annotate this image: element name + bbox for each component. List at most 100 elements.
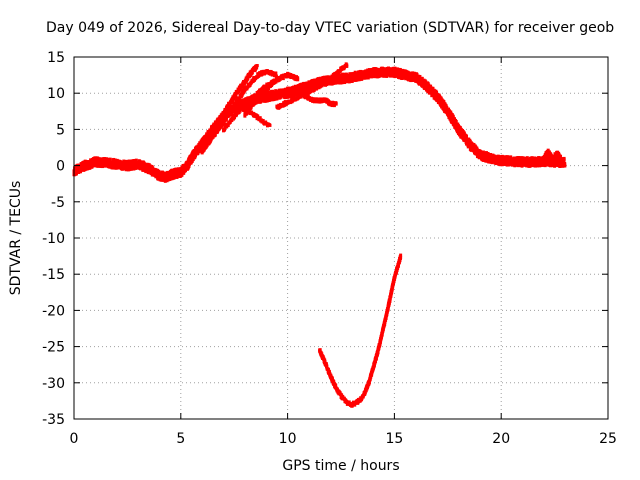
data-point bbox=[166, 178, 170, 182]
data-point bbox=[340, 81, 344, 85]
data-point bbox=[123, 161, 127, 165]
data-point bbox=[331, 81, 335, 85]
data-point bbox=[172, 176, 176, 180]
grid-lines bbox=[74, 57, 608, 419]
data-point bbox=[202, 140, 206, 144]
data-point bbox=[209, 130, 213, 134]
data-point bbox=[456, 122, 460, 126]
data-point bbox=[83, 164, 87, 168]
data-point bbox=[127, 159, 131, 163]
data-point bbox=[174, 171, 178, 175]
data-point bbox=[545, 155, 549, 159]
data-point bbox=[480, 153, 484, 157]
data-point bbox=[563, 161, 567, 165]
data-point bbox=[168, 178, 172, 182]
data-point bbox=[559, 157, 563, 161]
data-point bbox=[114, 160, 118, 164]
data-point bbox=[549, 154, 553, 158]
data-point bbox=[411, 77, 415, 81]
data-point bbox=[234, 94, 238, 98]
data-point bbox=[546, 148, 550, 152]
data-point bbox=[325, 82, 329, 86]
data-point bbox=[100, 165, 104, 169]
data-point bbox=[435, 91, 439, 95]
data-point bbox=[255, 66, 259, 70]
data-point bbox=[366, 76, 370, 80]
data-point bbox=[180, 173, 184, 177]
data-point bbox=[79, 170, 83, 174]
data-point bbox=[439, 96, 443, 100]
data-point bbox=[157, 169, 161, 173]
data-point bbox=[454, 120, 458, 124]
data-point bbox=[182, 166, 186, 170]
series-evening-burst bbox=[542, 148, 563, 163]
data-point bbox=[464, 135, 468, 138]
data-point bbox=[341, 72, 345, 76]
data-point bbox=[212, 127, 216, 131]
data-point bbox=[215, 119, 219, 123]
data-point bbox=[519, 159, 523, 163]
data-point bbox=[273, 97, 277, 101]
data-point bbox=[238, 96, 242, 100]
data-point bbox=[205, 144, 209, 148]
data-point bbox=[91, 164, 95, 168]
data-point bbox=[108, 159, 112, 163]
data-point bbox=[250, 70, 254, 74]
data-point bbox=[447, 107, 451, 111]
data-point bbox=[222, 121, 226, 125]
data-point bbox=[286, 91, 290, 95]
data-series-layer bbox=[72, 62, 567, 408]
data-point bbox=[525, 156, 529, 160]
data-point bbox=[553, 164, 557, 168]
data-point bbox=[444, 103, 448, 107]
data-point bbox=[195, 151, 199, 155]
data-point bbox=[533, 156, 537, 160]
data-point bbox=[353, 70, 357, 74]
data-point bbox=[350, 79, 354, 83]
data-point bbox=[239, 88, 243, 92]
data-point bbox=[559, 154, 563, 158]
data-point bbox=[202, 142, 206, 146]
data-point bbox=[343, 80, 347, 84]
data-point bbox=[355, 72, 359, 76]
data-point bbox=[199, 141, 203, 145]
data-point bbox=[475, 146, 479, 150]
data-point bbox=[115, 162, 119, 166]
data-point bbox=[562, 156, 566, 160]
data-point bbox=[227, 112, 231, 116]
data-point bbox=[451, 115, 455, 119]
data-point bbox=[429, 84, 433, 88]
data-point bbox=[490, 161, 494, 165]
series-branch-A bbox=[189, 64, 259, 162]
data-point bbox=[249, 73, 253, 77]
data-point bbox=[544, 157, 548, 161]
data-point bbox=[219, 117, 223, 121]
data-point bbox=[132, 167, 136, 171]
data-point bbox=[420, 76, 424, 80]
data-point bbox=[114, 158, 118, 162]
data-point bbox=[229, 110, 233, 114]
data-point bbox=[222, 112, 226, 116]
data-point bbox=[378, 74, 382, 78]
data-point bbox=[255, 64, 259, 68]
data-point bbox=[267, 90, 271, 94]
data-point bbox=[261, 99, 265, 103]
data-point bbox=[198, 147, 202, 151]
data-point bbox=[481, 150, 485, 154]
data-point bbox=[213, 133, 217, 137]
data-point bbox=[182, 171, 186, 175]
data-point bbox=[563, 164, 567, 168]
data-point bbox=[347, 80, 351, 84]
data-point bbox=[134, 158, 138, 162]
data-point bbox=[562, 158, 566, 162]
data-point bbox=[418, 74, 422, 78]
data-point bbox=[205, 137, 209, 141]
data-point bbox=[134, 160, 138, 164]
data-point bbox=[228, 103, 232, 107]
data-point bbox=[226, 107, 230, 111]
data-point bbox=[246, 77, 250, 81]
data-point bbox=[191, 156, 195, 160]
chart-title: Day 049 of 2026, Sidereal Day-to-day VTE… bbox=[46, 20, 614, 36]
data-point bbox=[334, 77, 338, 81]
